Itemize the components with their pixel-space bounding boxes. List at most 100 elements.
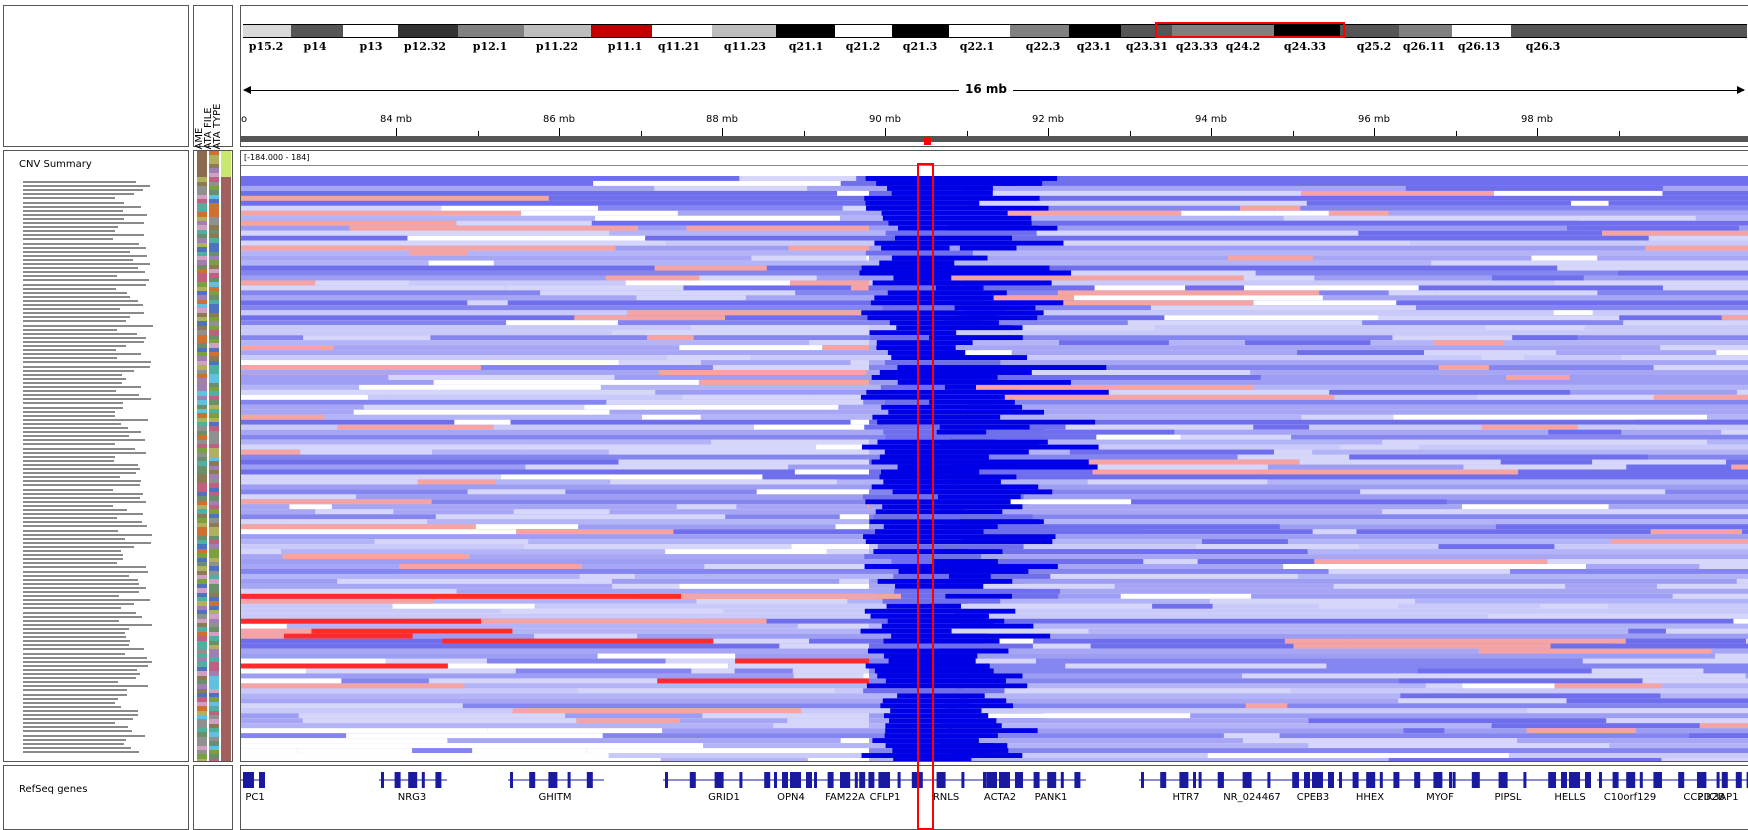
attribute-cell[interactable] bbox=[197, 644, 207, 650]
attribute-cell[interactable] bbox=[209, 579, 219, 585]
ideogram-band[interactable] bbox=[712, 24, 776, 38]
attribute-cell[interactable] bbox=[197, 618, 207, 624]
sample-row-label[interactable] bbox=[23, 705, 121, 708]
attribute-cell[interactable] bbox=[197, 671, 207, 677]
attribute-cell[interactable] bbox=[209, 693, 219, 698]
attribute-cell[interactable] bbox=[197, 640, 207, 646]
attribute-cell[interactable] bbox=[197, 518, 207, 524]
attribute-column-data-file[interactable] bbox=[209, 151, 219, 761]
attribute-cell[interactable] bbox=[209, 557, 219, 563]
sample-row-label[interactable] bbox=[23, 283, 146, 286]
attribute-cell[interactable] bbox=[197, 255, 207, 261]
attribute-cell[interactable] bbox=[209, 640, 219, 646]
gene-exon[interactable] bbox=[739, 772, 743, 788]
gene-exon[interactable] bbox=[887, 772, 890, 788]
attribute-cell[interactable] bbox=[209, 535, 219, 541]
attribute-cell[interactable] bbox=[209, 561, 219, 567]
sample-row-label[interactable] bbox=[23, 550, 121, 552]
sample-row-label[interactable] bbox=[23, 701, 115, 704]
gene-exon[interactable] bbox=[798, 772, 801, 788]
attribute-cell[interactable] bbox=[209, 491, 219, 497]
attribute-cell[interactable] bbox=[209, 408, 219, 414]
attribute-cell[interactable] bbox=[197, 352, 207, 357]
ideogram-band[interactable] bbox=[523, 24, 591, 38]
attribute-column-name[interactable] bbox=[197, 151, 207, 761]
gene-exon[interactable] bbox=[1599, 772, 1602, 788]
sample-row-label[interactable] bbox=[23, 340, 145, 343]
gene-exon[interactable] bbox=[1339, 772, 1342, 788]
attribute-cell[interactable] bbox=[197, 164, 207, 169]
attribute-cell[interactable] bbox=[197, 614, 207, 620]
sample-row-label[interactable] bbox=[23, 529, 118, 532]
sample-row-label[interactable] bbox=[23, 603, 135, 606]
gene-exon[interactable] bbox=[1626, 772, 1636, 788]
attribute-cell[interactable] bbox=[197, 535, 207, 541]
attribute-cell[interactable] bbox=[209, 172, 219, 178]
ideogram-band[interactable] bbox=[775, 24, 835, 38]
attribute-cell[interactable] bbox=[197, 247, 207, 253]
attribute-cell[interactable] bbox=[197, 544, 207, 550]
attribute-cell[interactable] bbox=[197, 540, 207, 545]
attribute-cell[interactable] bbox=[209, 671, 219, 677]
sample-row-label[interactable] bbox=[23, 435, 130, 438]
attribute-cell[interactable] bbox=[209, 461, 219, 467]
attribute-cell[interactable] bbox=[209, 448, 219, 454]
attribute-cell[interactable] bbox=[209, 220, 219, 226]
attribute-cell[interactable] bbox=[209, 540, 219, 545]
attribute-cell[interactable] bbox=[209, 714, 219, 720]
gene-exon[interactable] bbox=[1612, 772, 1619, 788]
sample-row-label[interactable] bbox=[23, 316, 130, 319]
gene-exon[interactable] bbox=[790, 772, 799, 788]
gene-exon[interactable] bbox=[1721, 772, 1728, 788]
attribute-cell[interactable] bbox=[197, 430, 207, 436]
attribute-column-data-type[interactable] bbox=[221, 151, 231, 761]
sample-row-label[interactable] bbox=[23, 500, 146, 503]
attribute-cell[interactable] bbox=[209, 417, 219, 423]
gene-exon[interactable] bbox=[840, 772, 843, 788]
attribute-cell[interactable] bbox=[209, 688, 219, 694]
sample-row-label[interactable] bbox=[23, 377, 127, 380]
attribute-cell[interactable] bbox=[197, 583, 207, 589]
sample-row-label[interactable] bbox=[23, 263, 151, 265]
sample-row-label[interactable] bbox=[23, 558, 123, 561]
attribute-cell[interactable] bbox=[197, 155, 207, 161]
attribute-cell[interactable] bbox=[197, 422, 207, 427]
attribute-cell[interactable] bbox=[197, 662, 207, 668]
gene-exon[interactable] bbox=[782, 772, 788, 788]
gene-label[interactable]: NRG3 bbox=[397, 792, 427, 803]
sample-row-label[interactable] bbox=[23, 537, 126, 540]
sample-row-label[interactable] bbox=[23, 275, 117, 278]
sample-row-label[interactable] bbox=[23, 656, 147, 659]
gene-exon[interactable] bbox=[1312, 772, 1321, 788]
sample-row-label[interactable] bbox=[23, 504, 114, 507]
gene-exon[interactable] bbox=[911, 772, 918, 788]
sample-row-label[interactable] bbox=[23, 640, 130, 643]
attribute-cell[interactable] bbox=[197, 260, 207, 266]
attribute-cell[interactable] bbox=[197, 400, 207, 406]
attribute-cell[interactable] bbox=[209, 199, 219, 204]
attribute-cell[interactable] bbox=[209, 732, 219, 738]
gene-exon[interactable] bbox=[1296, 772, 1299, 788]
attribute-cell[interactable] bbox=[209, 295, 219, 301]
attribute-cell[interactable] bbox=[209, 487, 219, 493]
sample-row-label[interactable] bbox=[23, 566, 146, 569]
attribute-cell[interactable] bbox=[197, 168, 207, 174]
ideogram-band[interactable] bbox=[1068, 24, 1121, 38]
sample-row-label[interactable] bbox=[23, 709, 139, 712]
attribute-cell[interactable] bbox=[197, 693, 207, 698]
attribute-cell[interactable] bbox=[197, 513, 207, 519]
attribute-cell[interactable] bbox=[197, 457, 207, 462]
gene-exon[interactable] bbox=[1352, 772, 1359, 788]
sample-row-label[interactable] bbox=[23, 673, 140, 675]
sample-row-label[interactable] bbox=[23, 410, 116, 413]
attribute-cell[interactable] bbox=[197, 369, 207, 375]
gene-exon[interactable] bbox=[1585, 772, 1591, 788]
attribute-cell[interactable] bbox=[209, 605, 219, 611]
gene-label[interactable]: HELLS bbox=[1554, 792, 1586, 803]
gene-label[interactable]: PIK3AP1 bbox=[1697, 792, 1739, 803]
attribute-cell[interactable] bbox=[209, 264, 219, 270]
chromosome-ideogram[interactable] bbox=[243, 24, 1747, 38]
sample-row-label[interactable] bbox=[23, 476, 120, 479]
attribute-cell[interactable] bbox=[197, 199, 207, 204]
sample-row-label[interactable] bbox=[23, 738, 127, 741]
